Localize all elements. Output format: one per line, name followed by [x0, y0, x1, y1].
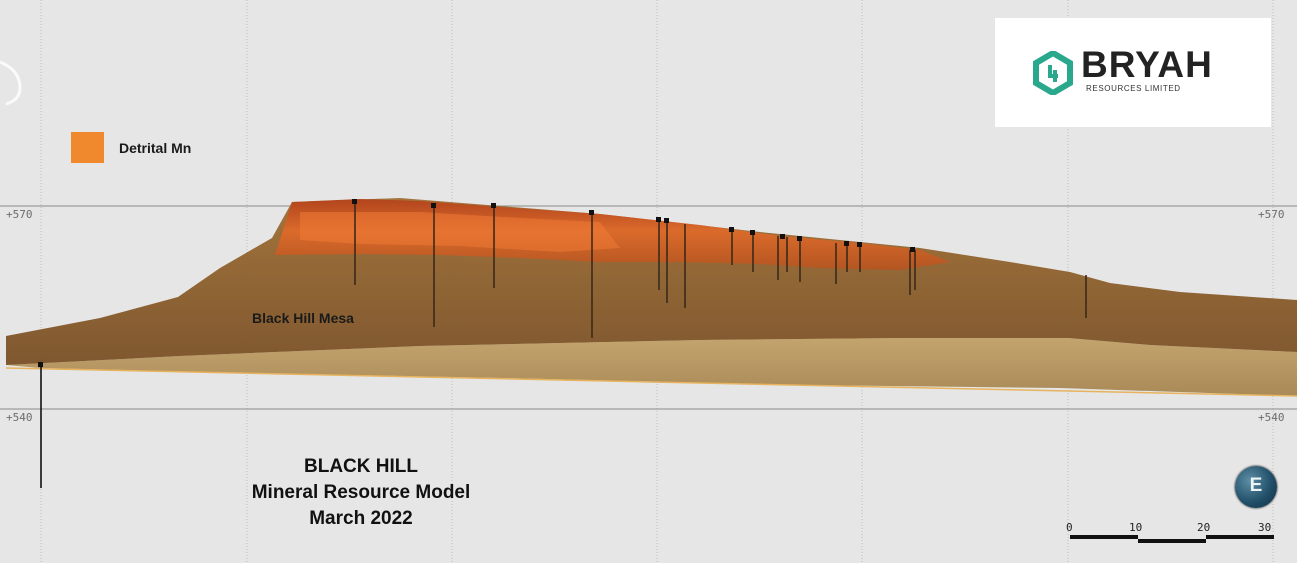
scale-bar-segment	[1206, 535, 1274, 539]
drillholes	[40, 202, 1087, 488]
legend: Detrital Mn	[71, 132, 191, 163]
compass-east-icon[interactable]: E	[1235, 466, 1277, 508]
drillhole-collars	[38, 199, 915, 367]
title-block: BLACK HILL Mineral Resource Model March …	[222, 454, 500, 532]
scale-tick-label: 0	[1066, 521, 1073, 534]
drillhole-collar	[857, 242, 862, 247]
bedrock-base-line	[5, 367, 1297, 397]
scale-tick-label: 20	[1197, 521, 1211, 534]
rl-label-540-left: +540	[6, 411, 33, 424]
drillhole-collar	[797, 236, 802, 241]
drillhole-collar	[38, 362, 43, 367]
rl-label-540-right: +540	[1258, 411, 1285, 424]
scale-tick-label: 10	[1129, 521, 1143, 534]
scale-bar-graphic	[1070, 535, 1274, 543]
drillhole-collar	[750, 230, 755, 235]
drillhole-collar	[729, 227, 734, 232]
scale-bar-segment	[1070, 535, 1138, 539]
title-line-3: March 2022	[309, 508, 413, 529]
title-line-1: BLACK HILL	[304, 456, 418, 477]
bedrock-layer	[6, 338, 1297, 396]
drillhole-collar	[656, 217, 661, 222]
drillhole-collar	[664, 218, 669, 223]
drillhole-collar	[431, 203, 436, 208]
drillhole-collar	[352, 199, 357, 204]
legend-label: Detrital Mn	[119, 139, 192, 156]
watermark-arc	[0, 60, 22, 106]
rl-label-570-right: +570	[1258, 208, 1285, 221]
drillhole-collar	[780, 234, 785, 239]
drillhole-collar	[910, 247, 915, 252]
title-line-2: Mineral Resource Model	[251, 482, 471, 503]
drillhole-collar	[844, 241, 849, 246]
scale-bar-segment	[1138, 539, 1206, 543]
rl-label-570-left: +570	[6, 208, 33, 221]
drillhole-collar	[491, 203, 496, 208]
legend-swatch-detrital-mn	[71, 132, 104, 163]
company-logo: BRYAH RESOURCES LIMITED	[995, 18, 1271, 127]
hexagon-logo-icon	[1033, 51, 1073, 95]
drillhole-collar	[589, 210, 594, 215]
compass-direction-label: E	[1249, 475, 1263, 496]
terrain-label: Black Hill Mesa	[252, 310, 354, 326]
logo-tagline: RESOURCES LIMITED	[1086, 84, 1181, 93]
orebody-highlight	[300, 212, 620, 252]
scale-tick-label: 30	[1258, 521, 1272, 534]
logo-wordmark: BRYAH	[1081, 44, 1213, 85]
